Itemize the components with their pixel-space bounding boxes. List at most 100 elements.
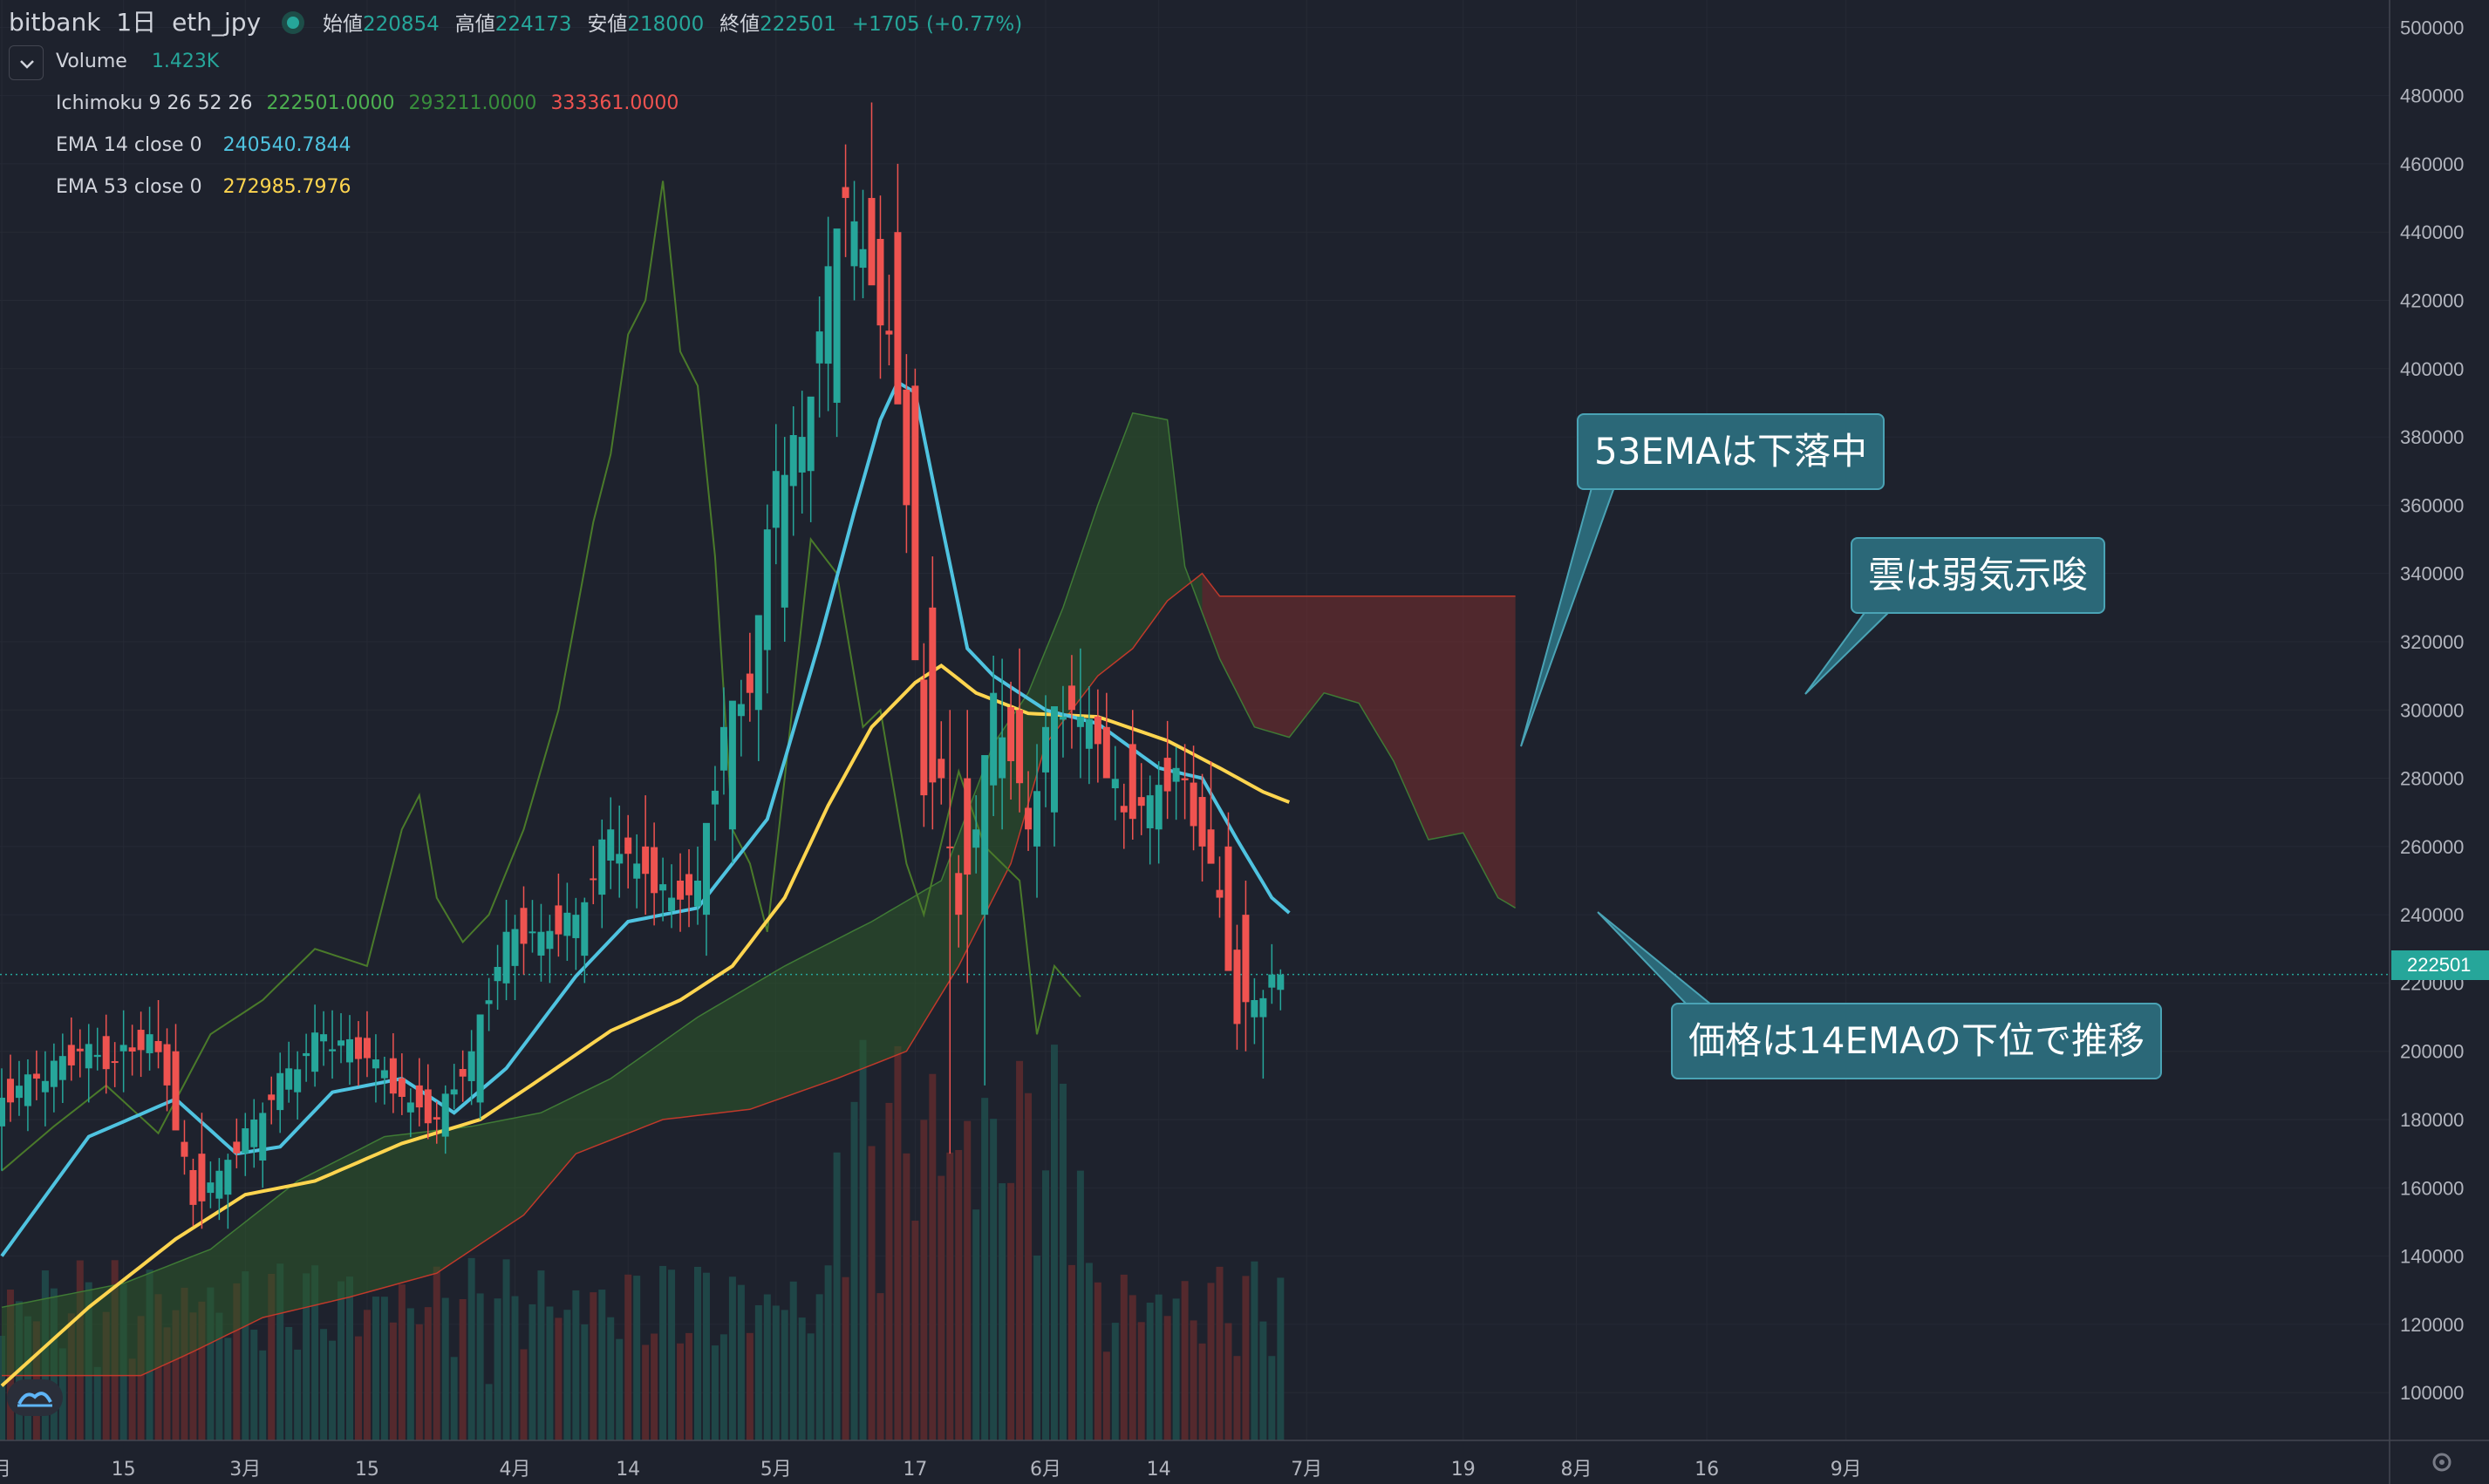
candle-body (294, 1069, 302, 1093)
volume-value: 1.423K (151, 51, 220, 72)
span-a-line (1, 412, 1516, 1309)
annotation-14ema[interactable]: 価格は14EMAの下位で推移 (1671, 1003, 2162, 1079)
volume-bar (694, 1266, 701, 1440)
ema14-legend[interactable]: EMA 14 close 0 240540.7844 (56, 134, 359, 156)
volume-bar (833, 1152, 841, 1440)
volume-bar (607, 1317, 615, 1440)
candle-body (702, 822, 710, 916)
candle-body (807, 396, 815, 472)
candlesticks[interactable] (0, 102, 1285, 1229)
candle-body (737, 704, 745, 717)
volume-bar (276, 1263, 284, 1440)
candle-body (946, 846, 954, 848)
volume-bar (1007, 1182, 1015, 1440)
legend-collapse-button[interactable] (9, 45, 44, 80)
candle-body (555, 905, 563, 935)
candle-body (207, 1182, 215, 1194)
volume-bar (502, 1259, 510, 1440)
volume-bar (207, 1287, 215, 1440)
volume-bar (1277, 1277, 1285, 1440)
volume-bar (946, 1152, 954, 1440)
ichimoku-legend[interactable]: Ichimoku 9 26 52 26 222501.0000 293211.0… (56, 92, 686, 114)
volume-bar (268, 1273, 276, 1440)
volume-bar (624, 1274, 632, 1440)
candle-body (485, 1000, 493, 1004)
volume-bar (406, 1308, 414, 1440)
settings-gear-icon[interactable] (2432, 1453, 2451, 1472)
annotation-pointer (1520, 484, 1617, 747)
volume-bar (1016, 1060, 1024, 1440)
candle-body (163, 1044, 171, 1086)
candle-body (964, 778, 972, 875)
volume-bar (1242, 1276, 1250, 1440)
volume-bar (964, 1120, 972, 1440)
candle-body (1207, 829, 1215, 864)
candle-body (815, 331, 823, 364)
candle-body (668, 897, 676, 911)
volume-bar (1059, 1083, 1067, 1440)
candle-body (433, 1117, 440, 1120)
volume-bar (1251, 1261, 1258, 1440)
candle-body (467, 1051, 475, 1081)
annotation-53ema[interactable]: 53EMAは下落中 (1577, 413, 1885, 490)
candle-body (711, 790, 719, 805)
volume-bar (398, 1284, 406, 1440)
x-tick-label: 4月 (500, 1459, 531, 1481)
candle-body (1277, 974, 1285, 990)
candle-body (1268, 974, 1276, 988)
candle-body (181, 1141, 188, 1157)
candle-body (1163, 758, 1171, 792)
candle-body (990, 692, 998, 786)
candle-body (380, 1070, 388, 1079)
candle-body (502, 931, 510, 984)
volume-bar (1155, 1294, 1163, 1440)
volume-bar (990, 1119, 998, 1440)
candle-body (50, 1060, 58, 1087)
volume-bar (754, 1304, 762, 1440)
gear-ring (2432, 1453, 2451, 1472)
exchange-name[interactable]: bitbank (9, 8, 101, 37)
candle-body (450, 1089, 458, 1095)
low-label: 安値 (587, 13, 628, 36)
volume-bar (250, 1330, 258, 1440)
candle-body (329, 1049, 337, 1052)
candle-body (1216, 889, 1224, 898)
y-tick-label: 340000 (2400, 563, 2464, 585)
y-tick-label: 300000 (2400, 699, 2464, 721)
annotation-cloud[interactable]: 雲は弱気示唆 (1851, 537, 2106, 614)
last-price-tag: 222501 (2391, 950, 2489, 980)
candle-body (1224, 846, 1232, 971)
tradingview-logo-icon[interactable] (7, 1379, 63, 1416)
volume-bar (616, 1338, 624, 1440)
candle-body (850, 221, 858, 267)
symbol-name[interactable]: eth_jpy (172, 8, 262, 37)
volume-bar (389, 1322, 397, 1440)
ema14-value: 240540.7844 (222, 134, 351, 156)
volume-bar (511, 1296, 519, 1440)
volume-bar (1233, 1356, 1241, 1440)
x-tick-label: 14 (1147, 1459, 1171, 1481)
volume-bar (781, 1310, 788, 1440)
candle-body (242, 1128, 249, 1154)
high-label: 高値 (454, 13, 495, 36)
interval-label[interactable]: 1日 (116, 8, 157, 37)
volume-bar (719, 1334, 727, 1440)
candle-body (372, 1059, 379, 1069)
candle-body (999, 737, 1006, 779)
candle-body (1016, 710, 1024, 784)
volume-bar (198, 1301, 206, 1440)
volume-bar (329, 1340, 337, 1440)
candle-body (972, 829, 980, 848)
candle-body (346, 1038, 353, 1063)
volume-bar (1067, 1264, 1075, 1440)
volume-bar (1111, 1323, 1119, 1440)
candle-body (746, 673, 754, 693)
volume-bar (67, 1313, 75, 1440)
ema53-legend[interactable]: EMA 53 close 0 272985.7976 (56, 176, 359, 198)
volume-legend[interactable]: Volume 1.423K (56, 51, 227, 72)
candle-body (537, 931, 545, 956)
candle-body (754, 615, 762, 711)
open-value: 220854 (362, 13, 440, 36)
